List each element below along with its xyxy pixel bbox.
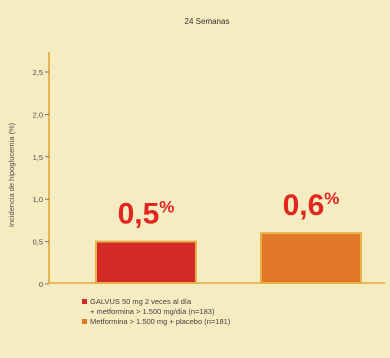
legend: GALVUS 50 mg 2 veces al día + metformina… xyxy=(82,297,230,327)
y-axis-label: Incidencia de hipoglucemia (%) xyxy=(7,122,16,227)
legend-label: Metformina > 1.500 mg + placebo (n=181) xyxy=(90,317,231,326)
data-label: 0,6% xyxy=(283,189,340,222)
chart-title: 24 Semanas xyxy=(185,17,230,26)
y-tick-label: 0 xyxy=(39,280,43,289)
y-tick-label: 0,5 xyxy=(33,238,43,247)
y-tick-label: 1,0 xyxy=(33,195,43,204)
y-tick-label: 2,5 xyxy=(33,68,43,77)
legend-label: GALVUS 50 mg 2 veces al día + metformina… xyxy=(90,297,215,316)
bars xyxy=(95,232,362,285)
data-label: 0,5% xyxy=(118,198,175,231)
value-labels: 0,5% 0,6% xyxy=(118,189,340,230)
legend-item-metformina: Metformina > 1.500 mg + placebo (n=181) xyxy=(82,317,230,327)
legend-swatch-orange xyxy=(82,319,87,324)
y-tick-label: 2,0 xyxy=(33,110,43,119)
y-tick-label: 1,5 xyxy=(33,153,43,162)
legend-swatch-red xyxy=(82,299,87,304)
bar-2 xyxy=(260,232,362,284)
legend-item-galvus: GALVUS 50 mg 2 veces al día + metformina… xyxy=(82,297,230,317)
bar-1 xyxy=(95,240,197,285)
